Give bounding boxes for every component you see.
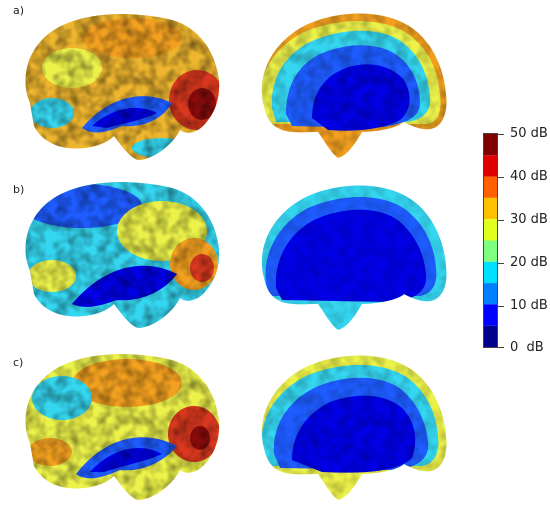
panel-label-b: b): [13, 183, 25, 196]
colorbar-tick-10: [498, 306, 504, 307]
brain-medial-b: [261, 185, 447, 330]
brain-lateral-a: [25, 14, 220, 161]
brain-medial-a: [261, 13, 447, 158]
colorbar-tick-40: [498, 177, 504, 178]
colorbar: [483, 133, 498, 348]
brain-lateral-b: [25, 182, 220, 329]
colorbar-label-40: 40 dB: [510, 169, 548, 184]
colorbar-tick-0: [498, 347, 504, 348]
colorbar-tick-50: [498, 134, 504, 135]
panel-label-c: c): [13, 356, 24, 369]
colorbar-label-0: 0 dB: [510, 340, 544, 355]
brain-medial-c: [261, 355, 447, 500]
panel-label-a: a): [13, 4, 25, 17]
colorbar-tick-20: [498, 263, 504, 264]
colorbar-tick-30: [498, 220, 504, 221]
brain-lateral-c: [25, 354, 220, 501]
colorbar-label-20: 20 dB: [510, 255, 548, 270]
colorbar-label-30: 30 dB: [510, 212, 548, 227]
colorbar-label-10: 10 dB: [510, 298, 548, 313]
colorbar-label-50: 50 dB: [510, 126, 548, 141]
